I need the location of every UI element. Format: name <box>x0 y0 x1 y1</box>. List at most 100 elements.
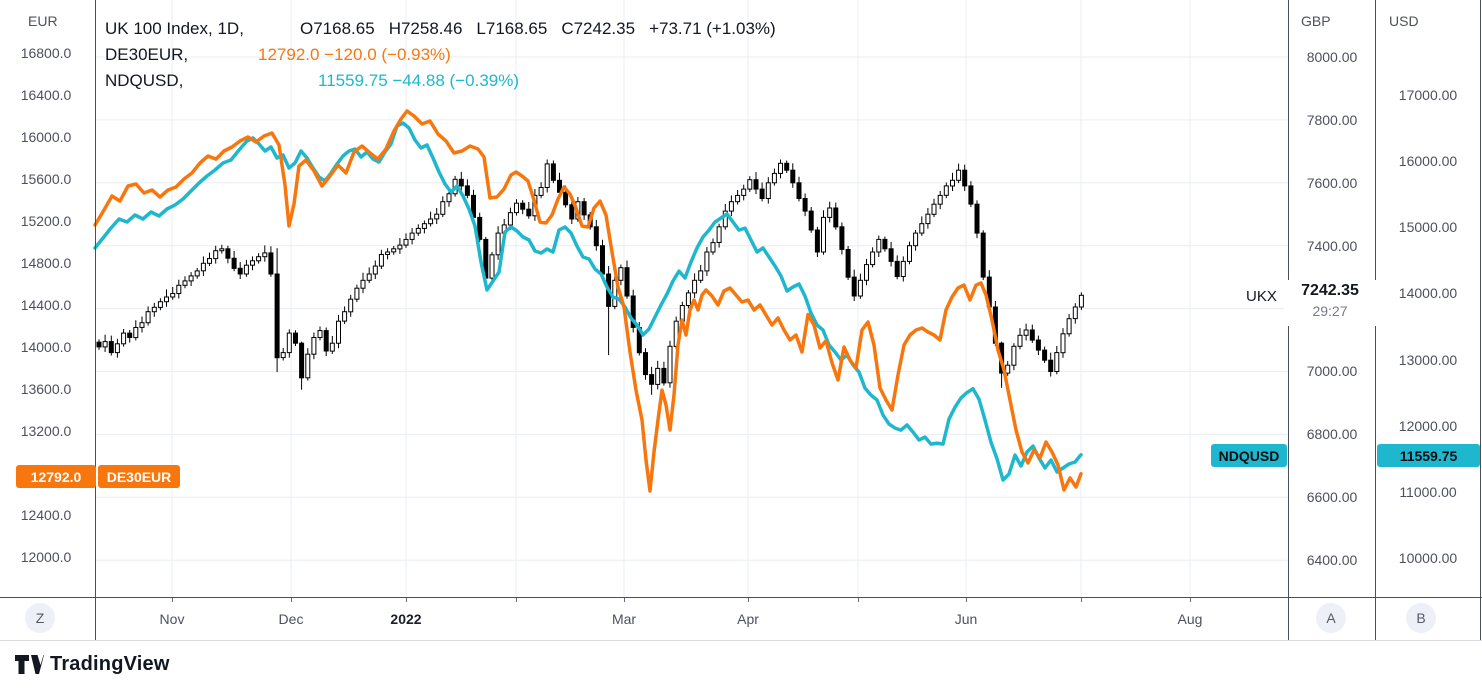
usd-axis-label: USD <box>1389 13 1419 29</box>
ukx-candle-body <box>882 238 888 250</box>
time-axis-label-mar: Mar <box>611 611 637 627</box>
time-axis-label-dec: Dec <box>278 611 304 627</box>
ukx-candle-body <box>317 330 323 339</box>
legend-row-de30eur[interactable]: DE30EUR, 12792.0 −120.0 (−0.93%) <box>105 45 451 65</box>
ukx-candle-body <box>348 298 354 313</box>
ukx-candle-body <box>458 178 464 187</box>
de30eur-series-tag[interactable]: DE30EUR <box>98 465 180 488</box>
tradingview-logo-text: TradingView <box>50 653 170 675</box>
ukx-candle-body <box>176 284 182 294</box>
usd-scale-button[interactable]: B <box>1406 603 1436 633</box>
ukx-candle-body <box>421 223 427 229</box>
ukx-candle-body <box>329 342 335 352</box>
eur-axis-tick: 13600.0 <box>20 381 72 397</box>
ukx-candle-body <box>704 251 710 272</box>
ukx-candle-body <box>821 216 826 253</box>
ukx-candle-body <box>507 212 513 226</box>
legend-row-ndqusd[interactable]: NDQUSD, 11559.75 −44.88 (−0.39%) <box>105 71 519 91</box>
ukx-candle-body <box>225 248 231 259</box>
ukx-candle-body <box>710 242 716 253</box>
ukx-candle-body <box>950 179 955 187</box>
eur-axis-tick: 14400.0 <box>20 297 72 313</box>
ukx-candle-body <box>956 169 962 181</box>
ukx-candle-body <box>1066 318 1072 335</box>
ukx-candle-body <box>96 341 102 348</box>
ukx-candle-body <box>980 232 986 278</box>
legend-ukx-ohlc: O7168.65 H7258.46 L7168.65 C7242.35 +73.71 (… <box>300 19 776 38</box>
ukx-candle-body <box>188 275 194 282</box>
tradingview-logo[interactable]: TradingView <box>14 652 170 677</box>
ukx-candle-body <box>569 204 575 220</box>
ndqusd-axis-price-tag: 11559.75 <box>1377 444 1480 467</box>
legend-de30eur-title: DE30EUR, <box>105 45 189 64</box>
ukx-candle-body <box>747 179 753 190</box>
ukx-candle-body <box>661 367 667 384</box>
ukx-candle-body <box>342 311 348 322</box>
legend-ukx-title: UK 100 Index, 1D, <box>105 19 244 38</box>
usd-axis-tick: 14000.00 <box>1398 285 1458 302</box>
tradingview-logo-icon <box>15 655 44 674</box>
time-axis-tick-mark <box>1081 598 1082 602</box>
eur-axis-tick: 14000.0 <box>20 339 72 355</box>
usd-axis-tick: 15000.00 <box>1398 219 1458 236</box>
ukx-candle-body <box>391 248 397 253</box>
ndqusd-series-tag[interactable]: NDQUSD <box>1211 444 1287 467</box>
eur-axis-label: EUR <box>28 13 58 29</box>
ukx-candle-body <box>378 254 384 267</box>
ukx-candle-body <box>1035 339 1041 351</box>
ukx-candle-body <box>1029 329 1035 341</box>
time-axis-tick-mark <box>858 598 859 602</box>
ukx-candle-body <box>213 250 219 260</box>
ukx-candle-body <box>851 276 857 297</box>
gbp-axis-tick: 6600.00 <box>1306 489 1358 506</box>
ukx-candle-body <box>526 208 532 217</box>
ukx-candle-body <box>1017 334 1023 347</box>
ukx-candle-body <box>894 260 900 277</box>
gbp-axis-tick: 7600.00 <box>1306 174 1358 191</box>
legend-de30eur-values: 12792.0 −120.0 (−0.93%) <box>258 45 451 64</box>
time-axis-border <box>0 597 1482 598</box>
ukx-candle-body <box>962 169 968 187</box>
ukx-candle-body <box>243 264 249 275</box>
ukx-candle-body <box>624 267 630 297</box>
ukx-candle-body <box>286 332 292 354</box>
ukx-candle-body <box>937 194 943 205</box>
ukx-candle-body <box>1060 333 1066 354</box>
ukx-candle-body <box>305 353 311 379</box>
ukx-candle-body <box>311 337 317 355</box>
gbp-scale-button[interactable]: A <box>1316 603 1346 633</box>
ukx-candle-body <box>250 260 255 266</box>
timezone-button[interactable]: Z <box>25 603 55 633</box>
ukx-candle-body <box>464 185 470 196</box>
time-axis-label-apr: Apr <box>737 611 759 627</box>
ukx-candle-body <box>716 226 722 244</box>
ukx-candle-body <box>157 301 163 308</box>
ukx-candle-body <box>550 163 556 181</box>
ukx-candle-body <box>145 311 151 324</box>
eur-axis-tick: 15200.0 <box>20 213 72 229</box>
ukx-candle-body <box>262 252 268 258</box>
time-axis-tick-mark <box>624 598 625 602</box>
price-chart-canvas[interactable] <box>0 0 1482 598</box>
ukx-candle-body <box>600 245 605 275</box>
ukx-candle-body <box>876 238 882 253</box>
ukx-candle-body <box>685 292 691 306</box>
ukx-candle-body <box>692 279 698 294</box>
ukx-candle-body <box>274 273 280 359</box>
time-axis-tick-mark <box>291 598 292 602</box>
time-axis-tick-mark <box>406 598 407 602</box>
ukx-candle-body <box>200 262 206 272</box>
ukx-candle-body <box>790 169 796 184</box>
ukx-last-price: 7242.35 <box>1301 282 1359 299</box>
ukx-candle-body <box>771 172 777 184</box>
de30eur-line-series <box>93 109 1083 493</box>
ukx-candle-body <box>108 341 114 354</box>
eur-axis-tick: 16400.0 <box>20 87 72 103</box>
ukx-candle-body <box>207 258 212 264</box>
ukx-candle-body <box>778 162 783 174</box>
ukx-candle-body <box>722 210 728 228</box>
time-axis-label-jun: Jun <box>954 611 978 627</box>
ukx-candle-body <box>489 254 495 279</box>
legend-row-ukx[interactable]: UK 100 Index, 1D, O7168.65 H7258.46 L7168.… <box>105 19 776 39</box>
